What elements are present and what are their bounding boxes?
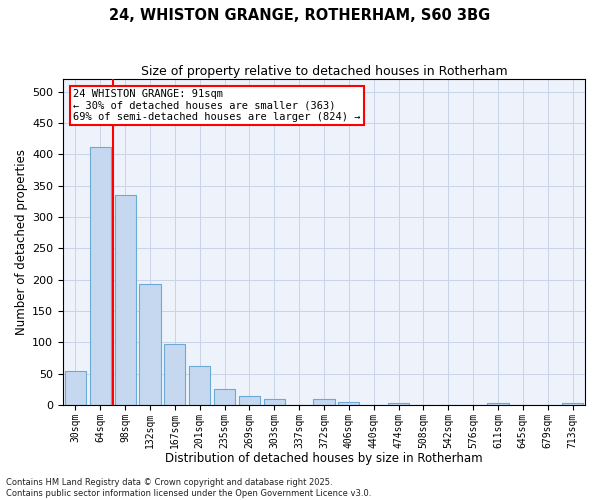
Bar [214, 390, 235, 405]
Bar [90, 147, 111, 405]
Y-axis label: Number of detached properties: Number of detached properties [15, 149, 28, 335]
Bar [388, 403, 409, 405]
Bar [338, 402, 359, 405]
Bar [562, 403, 583, 405]
Bar [164, 344, 185, 405]
Text: 24 WHISTON GRANGE: 91sqm
← 30% of detached houses are smaller (363)
69% of semi-: 24 WHISTON GRANGE: 91sqm ← 30% of detach… [73, 89, 361, 122]
Bar [115, 195, 136, 405]
Title: Size of property relative to detached houses in Rotherham: Size of property relative to detached ho… [140, 65, 508, 78]
Bar [189, 366, 210, 405]
Text: 24, WHISTON GRANGE, ROTHERHAM, S60 3BG: 24, WHISTON GRANGE, ROTHERHAM, S60 3BG [109, 8, 491, 22]
Bar [313, 400, 335, 405]
Bar [264, 398, 285, 405]
X-axis label: Distribution of detached houses by size in Rotherham: Distribution of detached houses by size … [165, 452, 483, 465]
Bar [65, 371, 86, 405]
Bar [239, 396, 260, 405]
Text: Contains HM Land Registry data © Crown copyright and database right 2025.
Contai: Contains HM Land Registry data © Crown c… [6, 478, 371, 498]
Bar [139, 284, 161, 405]
Bar [487, 403, 509, 405]
